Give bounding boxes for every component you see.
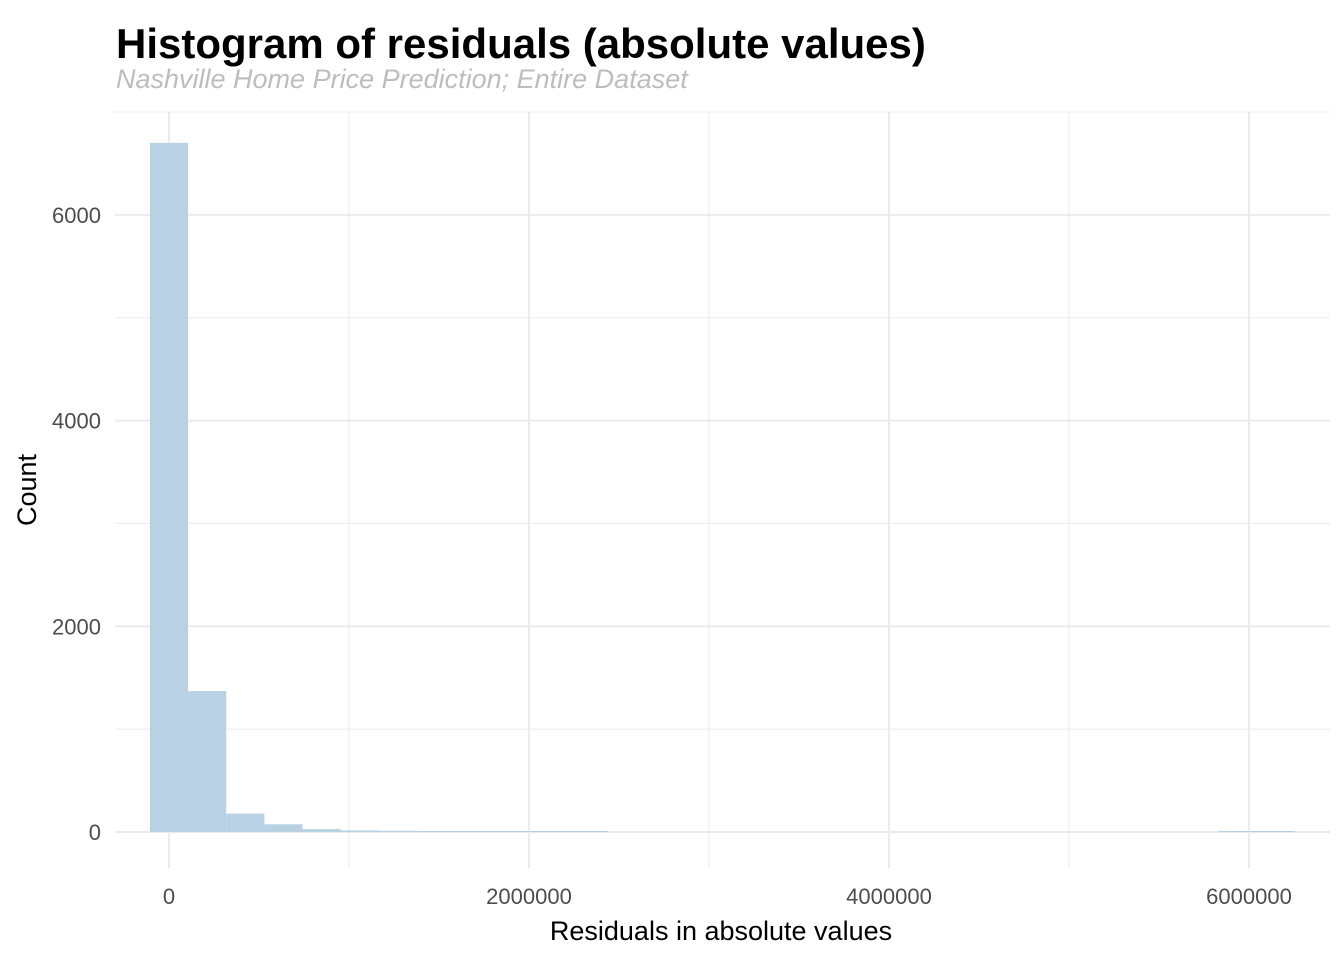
histogram-bar: [149, 142, 189, 832]
x-tick-labels: 0 2000000 4000000 6000000: [163, 884, 1292, 909]
x-tick-label: 0: [163, 884, 175, 909]
x-axis-title: Residuals in absolute values: [550, 916, 892, 946]
histogram-bar: [493, 831, 532, 832]
histogram-bar: [378, 830, 418, 832]
histogram-bar: [264, 824, 303, 832]
y-tick-label: 2000: [52, 614, 101, 639]
histogram-bar: [340, 830, 379, 832]
grid-layer: [115, 111, 1330, 868]
x-tick-label: 4000000: [846, 884, 932, 909]
histogram-bar: [531, 831, 570, 832]
histogram-bar: [417, 830, 456, 832]
y-tick-label: 0: [89, 820, 101, 845]
y-tick-label: 6000: [52, 203, 101, 228]
histogram-bar: [569, 831, 608, 832]
histogram-bar: [226, 813, 265, 832]
chart-title: Histogram of residuals (absolute values): [116, 20, 926, 67]
y-tick-labels: 0 2000 4000 6000: [52, 203, 101, 845]
bars-layer: [149, 142, 1295, 832]
histogram-bar: [302, 829, 341, 832]
y-tick-label: 4000: [52, 409, 101, 434]
chart-subtitle: Nashville Home Price Prediction; Entire …: [116, 64, 688, 94]
histogram-bar: [188, 691, 227, 832]
histogram-bar: [1256, 831, 1295, 832]
y-axis-title: Count: [12, 453, 42, 526]
x-tick-label: 2000000: [486, 884, 572, 909]
x-tick-label: 6000000: [1206, 884, 1292, 909]
histogram-bar: [1218, 831, 1257, 832]
histogram-bar: [455, 831, 494, 832]
